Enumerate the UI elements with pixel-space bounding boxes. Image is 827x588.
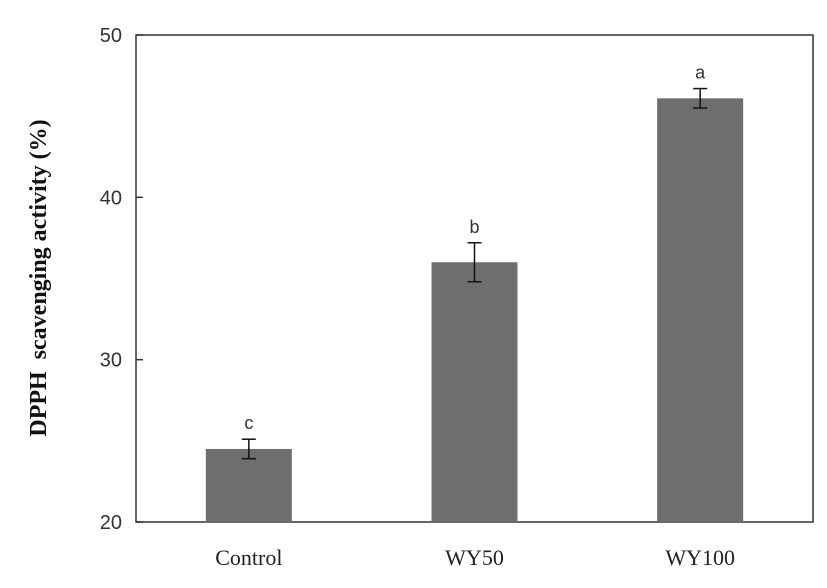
y-axis: 20 30 40 50 <box>100 25 143 534</box>
y-tick-label: 40 <box>100 187 122 209</box>
y-axis-title: DPPH scavenging activity (%) <box>26 119 52 436</box>
bar-wy100 <box>657 98 744 522</box>
y-tick-label: 20 <box>100 512 122 534</box>
error-bars <box>241 87 708 460</box>
significance-letter: a <box>695 63 706 83</box>
x-axis-labels: Control WY50 WY100 <box>215 545 735 570</box>
significance-letter: c <box>244 413 253 433</box>
category-label: WY50 <box>445 545 504 570</box>
bar-control <box>205 448 292 522</box>
y-tick-label: 50 <box>100 25 122 47</box>
significance-letters: c b a <box>244 63 706 434</box>
bars <box>205 98 744 522</box>
y-tick-label: 30 <box>100 350 122 372</box>
significance-letter: b <box>469 217 479 237</box>
category-label: Control <box>215 545 282 570</box>
bar-wy50 <box>431 262 518 522</box>
category-label: WY100 <box>665 545 735 570</box>
